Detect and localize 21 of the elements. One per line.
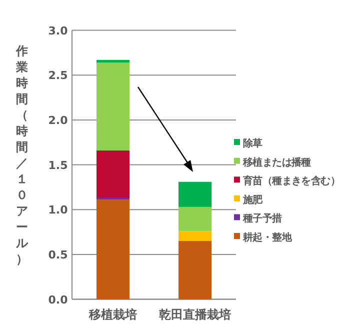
y-tick-label: 3.0 <box>48 24 68 38</box>
legend-item: 耕起・整地 <box>234 232 292 244</box>
legend-label: 施肥 <box>242 194 264 206</box>
y-tick-label: 1.0 <box>48 204 68 217</box>
legend-label: 種子予措 <box>242 212 282 225</box>
legend-item: 育苗（種まきを含む） <box>234 176 340 188</box>
legend-label: 除草 <box>243 138 263 150</box>
y-tick-label: 2.5 <box>48 69 68 82</box>
legend-item: 種子予措 <box>234 214 282 225</box>
x-tick-label: 移植栽培 <box>88 307 137 322</box>
legend-item: 施肥 <box>234 194 262 206</box>
legend-label: 移植または播種 <box>242 156 312 168</box>
y-tick-label: 1.5 <box>48 158 68 172</box>
legend-item: 除草 <box>234 138 262 150</box>
y-tick-label: 0.0 <box>48 293 68 306</box>
x-tick-label: 乾田直播栽培 <box>159 307 231 322</box>
legend-label: 耕起・整地 <box>242 232 293 244</box>
legend-item: 移植または播種 <box>234 157 311 168</box>
y-axis-title: 作業時間（時間／１０アール） <box>16 44 28 266</box>
y-tick-label: 0.5 <box>48 248 68 262</box>
y-tick-label: 2.0 <box>48 114 68 127</box>
